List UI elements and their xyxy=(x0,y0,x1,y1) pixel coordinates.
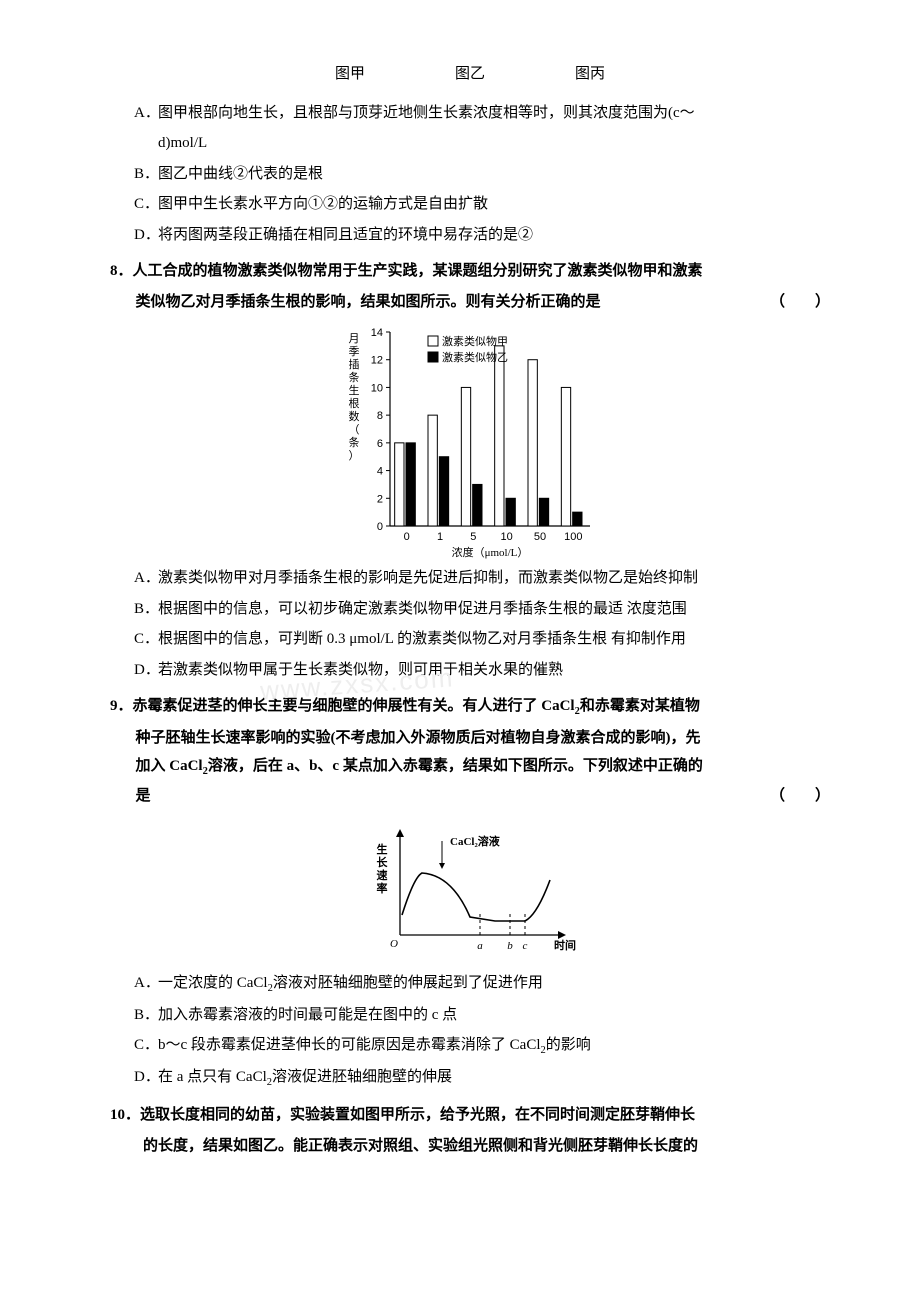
svg-text:14: 14 xyxy=(371,327,383,339)
svg-text:4: 4 xyxy=(377,466,383,478)
q8-opt-c: C．根据图中的信息，可判断 0.3 μmol/L 的激素类似物乙对月季插条生根 … xyxy=(110,625,830,654)
svg-text:0: 0 xyxy=(377,521,383,533)
q8-chart-svg: 02468101214月季插条生根数（条）0151050100浓度（μmol/L… xyxy=(340,320,600,560)
q8-stem: 8．人工合成的植物激素类似物常用于生产实践，某课题组分别研究了激素类似物甲和激素 xyxy=(110,257,830,286)
q8-opt-a: A．激素类似物甲对月季插条生根的影响是先促进后抑制，而激素类似物乙是始终抑制 xyxy=(110,564,830,593)
q7-opt-b: B．图乙中曲线②代表的是根 xyxy=(110,160,830,189)
q7-opt-a-cont: d)mol/L xyxy=(110,129,830,158)
q9-opt-b: B．加入赤霉素溶液的时间最可能是在图中的 c 点 xyxy=(110,1001,830,1030)
q8-paren: （ ） xyxy=(770,288,830,317)
q7-opt-d: D．将丙图两茎段正确插在相同且适宜的环境中易存活的是② xyxy=(110,221,830,250)
svg-text:c: c xyxy=(523,940,528,952)
svg-text:CaCl₂溶液: CaCl₂溶液 xyxy=(450,834,501,848)
opt-label: C． xyxy=(134,190,158,219)
opt-label: B． xyxy=(134,160,158,189)
q7-opt-a: A．图甲根部向地生长，且根部与顶芽近地侧生长素浓度相等时，则其浓度范围为(c～ xyxy=(110,99,830,128)
opt-text: 图甲根部向地生长，且根部与顶芽近地侧生长素浓度相等时，则其浓度范围为(c～ xyxy=(158,105,695,121)
opt-text: 图乙中曲线②代表的是根 xyxy=(158,166,323,182)
svg-text:（: （ xyxy=(349,423,360,436)
q7-fig-captions: 图甲 图乙 图丙 xyxy=(110,60,830,89)
q7-opt-c: C．图甲中生长素水平方向①②的运输方式是自由扩散 xyxy=(110,190,830,219)
svg-text:）: ） xyxy=(349,449,360,462)
svg-text:数: 数 xyxy=(349,410,360,423)
svg-text:生: 生 xyxy=(377,842,388,856)
svg-text:插: 插 xyxy=(349,357,360,371)
svg-text:浓度（μmol/L）: 浓度（μmol/L） xyxy=(452,545,529,559)
svg-text:50: 50 xyxy=(534,531,546,543)
q10-stem-2: 的长度，结果如图乙。能正确表示对照组、实验组光照侧和背光侧胚芽鞘伸长长度的 xyxy=(110,1132,830,1161)
svg-text:a: a xyxy=(477,940,483,952)
svg-text:12: 12 xyxy=(371,355,383,367)
svg-text:根: 根 xyxy=(349,396,360,410)
svg-text:激素类似物乙: 激素类似物乙 xyxy=(442,350,508,364)
q8-num: 8． xyxy=(110,263,133,279)
q9-chart-svg: Oa bc CaCl₂溶液生长速率时间 xyxy=(360,815,580,965)
opt-label: A． xyxy=(134,99,158,128)
svg-text:b: b xyxy=(507,940,513,952)
q9-opt-c: C．b～c 段赤霉素促进茎伸长的可能原因是赤霉素消除了 CaCl2的影响 xyxy=(110,1031,830,1061)
svg-text:2: 2 xyxy=(377,493,383,505)
svg-text:时间: 时间 xyxy=(554,938,576,952)
svg-text:100: 100 xyxy=(564,531,582,543)
q9-opt-d: D．在 a 点只有 CaCl2溶液促进胚轴细胞壁的伸展 xyxy=(110,1063,830,1093)
q9-opt-a: A．一定浓度的 CaCl2溶液对胚轴细胞壁的伸展起到了促进作用 xyxy=(110,969,830,999)
opt-text: 图甲中生长素水平方向①②的运输方式是自由扩散 xyxy=(158,196,488,212)
svg-text:速: 速 xyxy=(377,868,388,882)
svg-text:10: 10 xyxy=(501,531,513,543)
svg-text:激素类似物甲: 激素类似物甲 xyxy=(442,334,508,348)
svg-text:O: O xyxy=(390,938,398,950)
caption-b: 图乙 xyxy=(455,60,485,89)
svg-text:条: 条 xyxy=(349,370,360,384)
svg-text:10: 10 xyxy=(371,382,383,394)
svg-text:条: 条 xyxy=(349,435,360,449)
svg-text:率: 率 xyxy=(377,881,388,895)
caption-c: 图丙 xyxy=(575,60,605,89)
svg-text:季: 季 xyxy=(349,345,360,358)
q8-stem-2: 类似物乙对月季插条生根的影响，结果如图所示。则有关分析正确的是 （ ） xyxy=(110,288,830,317)
opt-label: D． xyxy=(134,221,158,250)
svg-text:生: 生 xyxy=(349,383,360,397)
svg-text:0: 0 xyxy=(404,531,410,543)
q9-stem-4: 是 （ ） xyxy=(110,782,830,811)
q10-stem: 10．选取长度相同的幼苗，实验装置如图甲所示，给予光照，在不同时间测定胚芽鞘伸长 xyxy=(110,1101,830,1130)
svg-text:1: 1 xyxy=(437,531,443,543)
q8-opt-b: B．根据图中的信息，可以初步确定激素类似物甲促进月季插条生根的最适 浓度范围 xyxy=(110,595,830,624)
svg-text:8: 8 xyxy=(377,410,383,422)
q8-chart: 02468101214月季插条生根数（条）0151050100浓度（μmol/L… xyxy=(110,320,830,560)
svg-text:5: 5 xyxy=(470,531,476,543)
q9-stem-2: 种子胚轴生长速率影响的实验(不考虑加入外源物质后对植物自身激素合成的影响)，先 xyxy=(110,724,830,753)
svg-text:月: 月 xyxy=(349,333,360,345)
q9-stem: 9．赤霉素促进茎的伸长主要与细胞壁的伸展性有关。有人进行了 CaCl2和赤霉素对… xyxy=(110,692,830,722)
svg-text:6: 6 xyxy=(377,438,383,450)
opt-text: 将丙图两茎段正确插在相同且适宜的环境中易存活的是② xyxy=(158,227,533,243)
q8-opt-d: D．若激素类似物甲属于生长素类似物，则可用于相关水果的催熟 xyxy=(110,656,830,685)
caption-a: 图甲 xyxy=(335,60,365,89)
q9-chart: Oa bc CaCl₂溶液生长速率时间 xyxy=(110,815,830,965)
svg-text:长: 长 xyxy=(377,855,389,869)
q9-stem-3: 加入 CaCl2溶液，后在 a、b、c 某点加入赤霉素，结果如下图所示。下列叙述… xyxy=(110,752,830,782)
